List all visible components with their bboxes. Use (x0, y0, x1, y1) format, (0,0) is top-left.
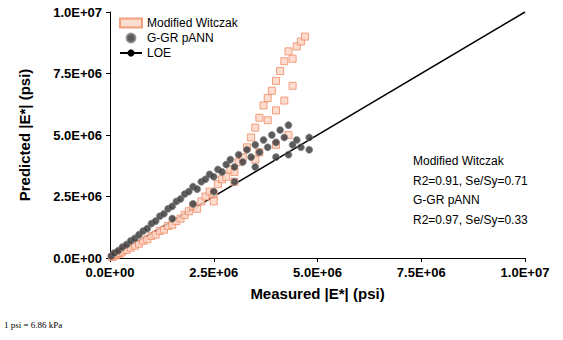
svg-text:5.0E+06: 5.0E+06 (293, 265, 342, 280)
svg-text:LOE: LOE (147, 46, 171, 60)
svg-text:Measured |E*| (psi): Measured |E*| (psi) (250, 285, 384, 302)
svg-text:2.5E+06: 2.5E+06 (189, 265, 238, 280)
svg-text:5.0E+06: 5.0E+06 (53, 128, 102, 143)
svg-text:1 psi = 6.86 kPa: 1 psi = 6.86 kPa (4, 320, 62, 330)
svg-text:Predicted |E*| (psi): Predicted |E*| (psi) (16, 69, 33, 202)
svg-text:7.5E+06: 7.5E+06 (397, 265, 446, 280)
svg-text:1.0E+07: 1.0E+07 (501, 265, 550, 280)
svg-text:G-GR pANN: G-GR pANN (413, 193, 480, 207)
svg-text:G-GR pANN: G-GR pANN (147, 31, 214, 45)
svg-text:7.5E+06: 7.5E+06 (53, 66, 102, 81)
svg-text:0.0E+00: 0.0E+00 (86, 265, 135, 280)
svg-text:Modified Witczak: Modified Witczak (147, 16, 239, 30)
svg-text:0.0E+00: 0.0E+00 (53, 251, 102, 266)
svg-text:R2=0.97, Se/Sy=0.33: R2=0.97, Se/Sy=0.33 (413, 213, 528, 227)
svg-text:R2=0.91, Se/Sy=0.71: R2=0.91, Se/Sy=0.71 (413, 174, 528, 188)
svg-text:1.0E+07: 1.0E+07 (53, 5, 102, 20)
svg-text:Modified Witczak: Modified Witczak (413, 154, 505, 168)
svg-text:2.5E+06: 2.5E+06 (53, 189, 102, 204)
